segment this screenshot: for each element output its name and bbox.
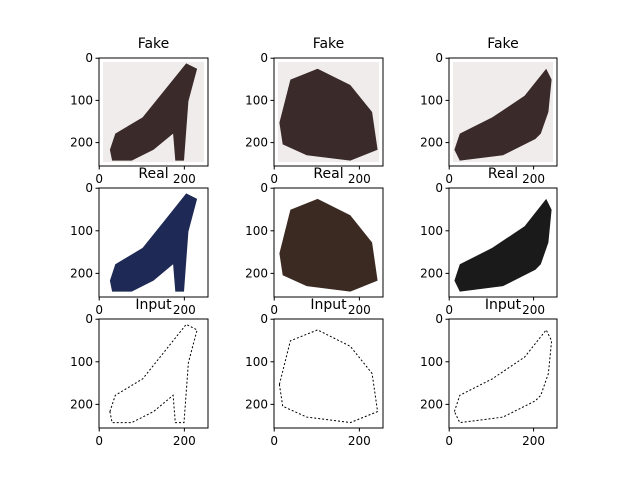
y-tick-label: 100 [420, 93, 443, 107]
image [109, 323, 198, 424]
image [279, 68, 378, 161]
y-tick-label: 0 [260, 51, 268, 65]
y-tick-label: 200 [245, 136, 268, 150]
x-tick-label: 0 [445, 172, 453, 186]
y-tick-label: 200 [420, 266, 443, 280]
x-tick-label: 200 [522, 172, 545, 186]
image [454, 198, 552, 292]
x-tick-label: 200 [173, 172, 196, 186]
image [109, 63, 198, 161]
image [278, 329, 379, 424]
y-tick-label: 100 [420, 355, 443, 369]
subplot: Real 0 200 0 100 200 [245, 166, 384, 317]
x-tick-label: 0 [445, 434, 453, 448]
axes-frame [448, 57, 558, 167]
image [109, 193, 198, 292]
axes-frame [98, 318, 209, 429]
y-tick-label: 100 [245, 224, 268, 238]
axes-frame [98, 187, 209, 298]
y-tick-label: 0 [85, 181, 93, 195]
subplot: Fake 0 200 0 100 200 [70, 36, 209, 186]
y-tick-label: 0 [85, 312, 93, 326]
x-tick-label: 200 [348, 172, 371, 186]
y-tick-label: 100 [420, 224, 443, 238]
y-tick-label: 0 [260, 312, 268, 326]
subplot-title: Input [310, 297, 347, 313]
subplot: Input 0 200 0 100 200 [70, 297, 209, 448]
image [454, 68, 552, 161]
x-tick-label: 0 [95, 172, 103, 186]
subplot-title: Real [488, 166, 518, 182]
subplot-title: Fake [313, 36, 345, 52]
y-tick-label: 0 [435, 51, 443, 65]
y-tick-label: 200 [70, 266, 93, 280]
y-tick-label: 0 [260, 181, 268, 195]
axes-frame [448, 187, 558, 298]
subplot-title: Input [485, 297, 522, 313]
x-tick-label: 200 [173, 434, 196, 448]
subplot: Real 0 200 0 100 200 [420, 166, 558, 317]
y-tick-label: 100 [70, 224, 93, 238]
y-tick-label: 200 [420, 397, 443, 411]
y-tick-label: 0 [85, 51, 93, 65]
x-tick-label: 0 [445, 303, 453, 317]
axes-frame [273, 318, 384, 429]
subplot-title: Input [135, 297, 172, 313]
y-tick-label: 200 [70, 136, 93, 150]
subplot: Fake 0 200 0 100 200 [245, 36, 384, 186]
subplot-title: Real [313, 166, 343, 182]
x-tick-label: 0 [270, 434, 278, 448]
x-tick-label: 200 [522, 434, 545, 448]
image [453, 328, 553, 424]
subplot-title: Real [138, 166, 168, 182]
y-tick-label: 200 [420, 136, 443, 150]
x-tick-label: 200 [348, 434, 371, 448]
axes-frame [273, 57, 384, 167]
subplot-title: Fake [138, 36, 170, 52]
y-tick-label: 100 [70, 93, 93, 107]
axes-frame [273, 187, 384, 298]
y-tick-label: 0 [435, 181, 443, 195]
x-tick-label: 0 [270, 172, 278, 186]
x-tick-label: 0 [95, 434, 103, 448]
axes-frame [98, 57, 209, 167]
subplot: Fake 0 200 0 100 200 [420, 36, 558, 186]
x-tick-label: 200 [348, 303, 371, 317]
x-tick-label: 0 [270, 303, 278, 317]
x-tick-label: 0 [95, 303, 103, 317]
x-tick-label: 200 [173, 303, 196, 317]
y-tick-label: 100 [70, 355, 93, 369]
x-tick-label: 200 [522, 303, 545, 317]
axes-frame [448, 318, 558, 429]
y-tick-label: 100 [245, 93, 268, 107]
subplot: Input 0 200 0 100 200 [245, 297, 384, 448]
subplot: Input 0 200 0 100 200 [420, 297, 558, 448]
y-tick-label: 100 [245, 355, 268, 369]
subplot: Real 0 200 0 100 200 [70, 166, 209, 317]
y-tick-label: 200 [70, 397, 93, 411]
y-tick-label: 200 [245, 397, 268, 411]
y-tick-label: 0 [435, 312, 443, 326]
image [279, 198, 378, 292]
y-tick-label: 200 [245, 266, 268, 280]
subplot-title: Fake [487, 36, 519, 52]
